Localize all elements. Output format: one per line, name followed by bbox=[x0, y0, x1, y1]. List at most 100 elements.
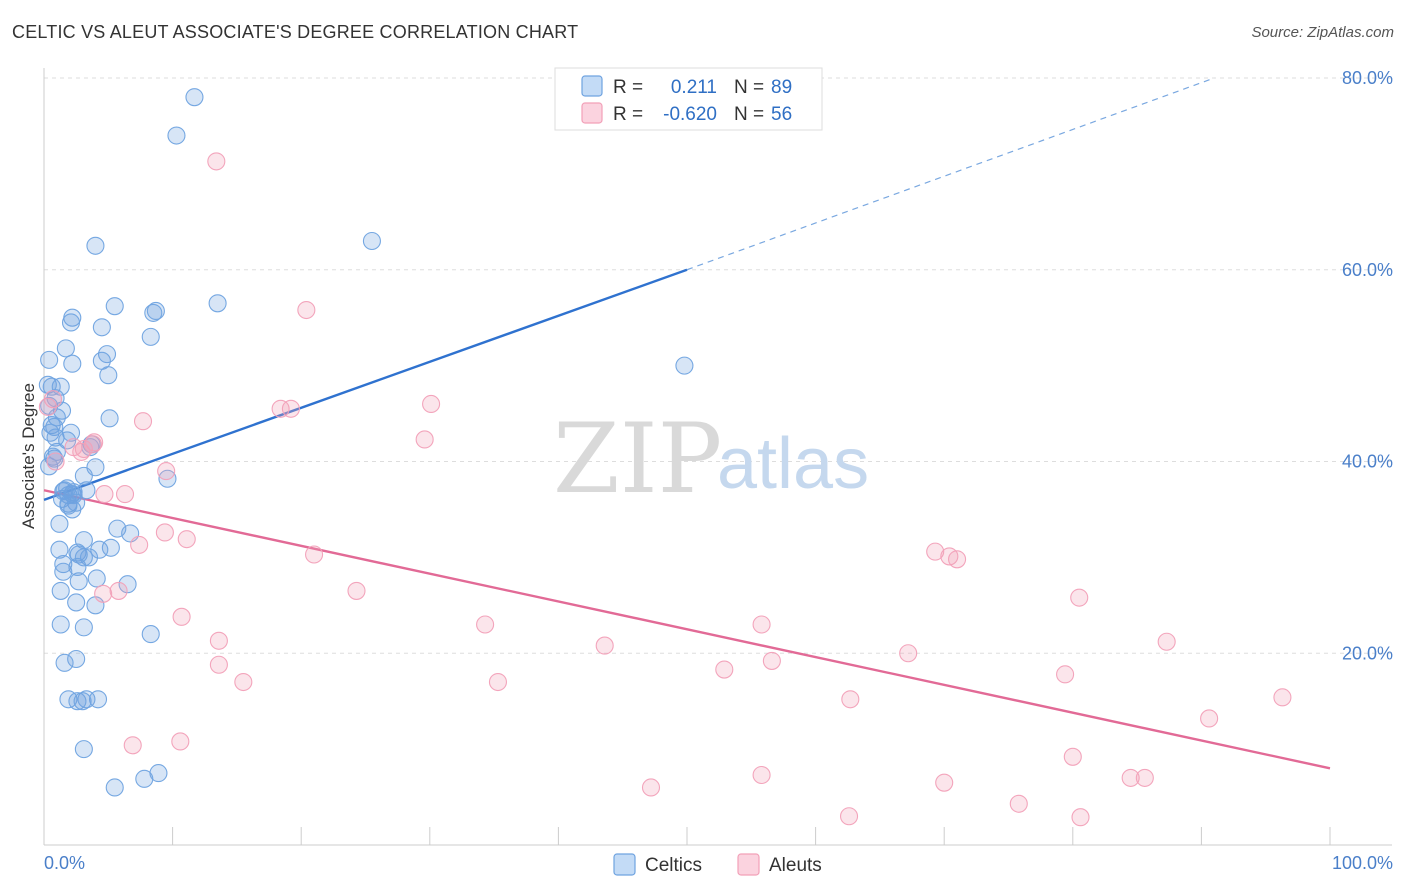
data-point bbox=[935, 773, 954, 792]
data-point bbox=[133, 412, 153, 431]
data-point bbox=[208, 294, 227, 313]
data-point bbox=[172, 607, 191, 626]
data-point bbox=[79, 548, 99, 567]
data-point bbox=[158, 469, 177, 488]
data-point bbox=[74, 466, 93, 485]
data-point bbox=[135, 769, 154, 788]
data-point bbox=[63, 500, 82, 519]
x-tick-label: 100.0% bbox=[1332, 853, 1393, 873]
y-tick-label: 60.0% bbox=[1342, 260, 1393, 280]
legend-n-value-celtics: 89 bbox=[771, 77, 792, 98]
data-point bbox=[54, 555, 73, 574]
data-point bbox=[50, 540, 69, 559]
trend-line-celtics bbox=[43, 268, 688, 501]
data-point bbox=[167, 126, 186, 145]
watermark: ZIP atlas bbox=[553, 403, 869, 515]
trend-line-celtics-extension bbox=[686, 77, 1215, 271]
data-point bbox=[415, 430, 434, 449]
data-points bbox=[38, 88, 1292, 827]
data-point bbox=[1071, 808, 1090, 827]
data-point bbox=[1200, 709, 1219, 728]
data-point bbox=[1056, 665, 1075, 684]
data-point bbox=[347, 581, 366, 600]
data-point bbox=[105, 297, 124, 316]
legend-r-value-aleuts: -0.620 bbox=[663, 104, 717, 125]
source-credit: Source: ZipAtlas.com bbox=[1251, 24, 1394, 41]
legend-n-label-celtics: N = bbox=[734, 77, 764, 98]
data-point bbox=[95, 485, 114, 504]
legend-swatch-aleuts bbox=[581, 102, 603, 124]
data-point bbox=[422, 394, 441, 414]
watermark-atlas: atlas bbox=[717, 424, 869, 504]
data-point bbox=[362, 231, 381, 251]
data-point bbox=[51, 615, 70, 634]
data-point bbox=[130, 535, 149, 554]
data-point bbox=[67, 593, 86, 612]
data-point bbox=[69, 572, 88, 591]
series-legend-swatch-celtics bbox=[613, 853, 636, 876]
data-point bbox=[58, 479, 77, 498]
data-point bbox=[109, 581, 128, 600]
data-point bbox=[100, 409, 119, 428]
legend-n-value-aleuts: 56 bbox=[771, 104, 792, 125]
data-point bbox=[51, 581, 70, 600]
data-point bbox=[41, 423, 60, 442]
data-point bbox=[839, 807, 859, 826]
data-point bbox=[54, 562, 73, 581]
data-point bbox=[271, 399, 290, 418]
data-point bbox=[56, 339, 75, 358]
trend-lines bbox=[43, 77, 1331, 770]
data-point bbox=[94, 584, 113, 603]
legend-r-label-aleuts: R = bbox=[613, 104, 643, 125]
data-point bbox=[55, 653, 74, 672]
data-point bbox=[488, 672, 508, 692]
data-point bbox=[99, 366, 118, 385]
data-point bbox=[74, 548, 93, 567]
data-point bbox=[752, 615, 771, 634]
data-point bbox=[146, 301, 165, 321]
data-point bbox=[115, 485, 135, 504]
data-point bbox=[641, 778, 661, 797]
data-point bbox=[305, 545, 324, 564]
data-point bbox=[948, 550, 967, 569]
data-point bbox=[234, 672, 253, 692]
data-point bbox=[1063, 747, 1082, 766]
data-point bbox=[73, 692, 92, 711]
data-point bbox=[101, 538, 120, 557]
data-point bbox=[141, 327, 160, 346]
y-tick-label: 40.0% bbox=[1342, 452, 1393, 472]
data-point bbox=[118, 575, 137, 594]
data-point bbox=[61, 313, 81, 332]
data-point bbox=[1009, 794, 1028, 813]
data-point bbox=[85, 433, 104, 452]
y-tick-label: 80.0% bbox=[1342, 68, 1393, 88]
legend-n-label-aleuts: N = bbox=[734, 104, 764, 125]
series-legend-swatch-aleuts bbox=[737, 853, 760, 876]
x-tick-label: 0.0% bbox=[44, 853, 85, 873]
data-point bbox=[59, 690, 78, 709]
data-point bbox=[88, 690, 108, 709]
data-point bbox=[68, 692, 87, 711]
x-tick-labels: 0.0% 100.0% bbox=[44, 853, 1393, 873]
data-point bbox=[46, 428, 65, 447]
series-legend: Celtics Aleuts bbox=[613, 853, 822, 876]
data-point bbox=[762, 651, 781, 670]
chart-title: CELTIC VS ALEUT ASSOCIATE'S DEGREE CORRE… bbox=[12, 22, 579, 42]
data-point bbox=[1070, 588, 1089, 607]
data-point bbox=[74, 740, 93, 759]
series-celtics bbox=[38, 88, 694, 797]
data-point bbox=[841, 690, 860, 709]
series-aleuts bbox=[38, 152, 1292, 827]
data-point bbox=[105, 778, 124, 797]
data-point bbox=[90, 540, 109, 559]
data-point bbox=[209, 631, 228, 650]
y-tick-label: 20.0% bbox=[1342, 643, 1393, 663]
data-point bbox=[1121, 768, 1140, 787]
data-point bbox=[752, 765, 771, 785]
data-point bbox=[1157, 632, 1176, 651]
data-point bbox=[715, 660, 734, 679]
data-point bbox=[1273, 688, 1292, 707]
y-tick-labels: 20.0% 40.0% 60.0% 80.0% bbox=[1342, 68, 1393, 663]
data-point bbox=[207, 152, 226, 171]
